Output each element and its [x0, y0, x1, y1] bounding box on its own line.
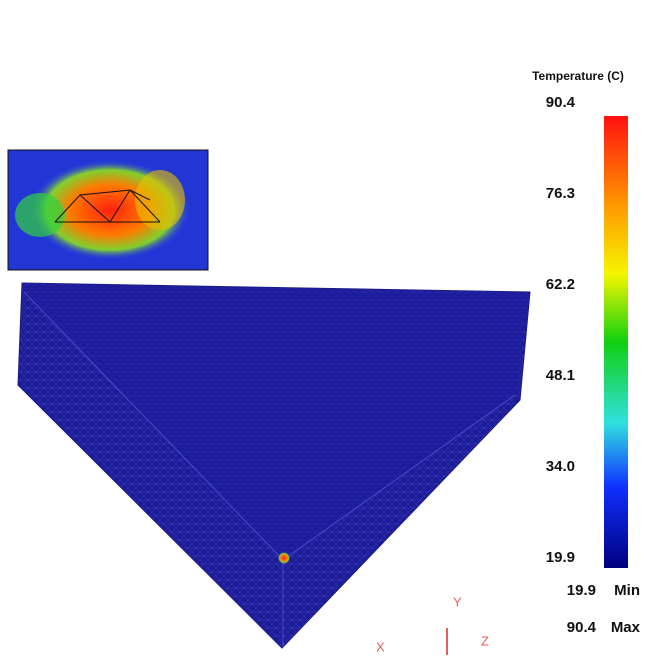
axis-triad: Y X Z	[376, 594, 489, 655]
legend-tick-label: 19.9	[546, 549, 575, 566]
inset	[8, 150, 208, 270]
legend-tick-label: 48.1	[546, 367, 575, 384]
page: {"legend": {"title": "Temperature (C)", …	[0, 0, 646, 657]
legend-tick-label: 90.4	[546, 94, 576, 111]
axis-label: Y	[453, 594, 462, 609]
max-value: 90.4	[567, 619, 597, 636]
color-bar	[604, 116, 628, 568]
legend-title: Temperature (C)	[532, 69, 624, 83]
axis-label: X	[376, 639, 385, 654]
min-label: Min	[614, 582, 640, 599]
legend-tick-label: 62.2	[546, 276, 575, 293]
min-value: 19.9	[567, 582, 596, 599]
legend-tick-label: 76.3	[546, 185, 575, 202]
axis-label: Z	[481, 633, 489, 648]
legend-tick-label: 34.0	[546, 458, 575, 475]
mesh-part	[18, 283, 530, 648]
max-label: Max	[611, 619, 641, 636]
viewport: Y X Z Temperature (C) 19.9 Min 90.4 Max …	[0, 0, 646, 657]
color-legend: Temperature (C) 19.9 Min 90.4 Max 90.4 76…	[532, 69, 641, 636]
